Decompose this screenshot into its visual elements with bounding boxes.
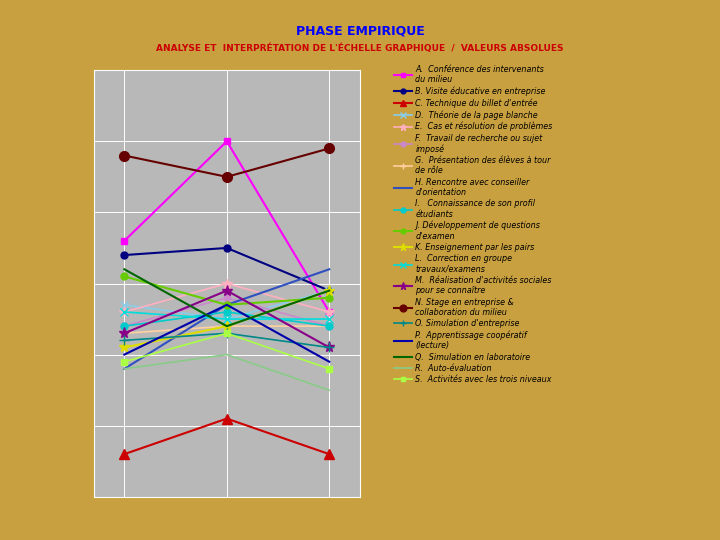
- Legend: A.  Conférence des intervenants
du milieu, B. Visite éducative en entreprise, C.: A. Conférence des intervenants du milieu…: [392, 63, 555, 387]
- Text: PHASE EMPIRIQUE: PHASE EMPIRIQUE: [296, 24, 424, 37]
- Text: ANALYSE ET  INTERPRÉTATION DE L'ÉCHELLE GRAPHIQUE  /  VALEURS ABSOLUES: ANALYSE ET INTERPRÉTATION DE L'ÉCHELLE G…: [156, 43, 564, 53]
